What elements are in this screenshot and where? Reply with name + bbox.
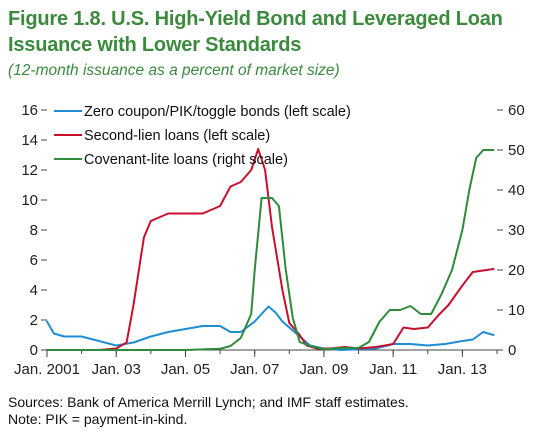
left-axis-tick-label: 10 (21, 192, 38, 209)
x-axis-tick-label: Jan. 2001 (14, 361, 80, 378)
chart-axes: 0 2 4 6 8 10 12 14 16 0 10 20 30 40 50 60 Jan. 2001 Jan. … (14, 102, 525, 378)
left-axis-tick-label: 8 (30, 222, 38, 239)
right-axis-tick-label: 20 (508, 262, 525, 279)
right-axis-tick-label: 30 (508, 222, 525, 239)
x-axis-tick-label: Jan. 07 (230, 361, 279, 378)
chart-legend: Zero coupon/PIK/toggle bonds (left scale… (54, 104, 351, 168)
x-axis-tick-label: Jan. 03 (92, 361, 141, 378)
right-axis-tick-label: 50 (508, 142, 525, 159)
series-line-covenant-lite (46, 149, 495, 351)
right-axis-tick-label: 0 (508, 342, 516, 359)
x-axis-tick-label: Jan. 11 (369, 361, 417, 378)
figure-notes: Sources: Bank of America Merrill Lynch; … (8, 394, 528, 428)
figure-title: Figure 1.8. U.S. High-Yield Bond and Lev… (8, 6, 528, 58)
legend-label-covenant-lite: Covenant-lite loans (right scale) (84, 152, 288, 168)
x-axis-tick-label: Jan. 09 (299, 361, 348, 378)
left-axis-tick-label: 6 (30, 252, 38, 269)
title-line-2: Issuance with Lower Standards (8, 34, 302, 56)
right-axis-tick-label: 60 (508, 102, 525, 119)
chart-series (46, 148, 495, 351)
legend-label-zero-coupon: Zero coupon/PIK/toggle bonds (left scale… (84, 104, 351, 120)
source-note: Sources: Bank of America Merrill Lynch; … (8, 394, 409, 410)
legend-label-second-lien: Second-lien loans (left scale) (84, 128, 270, 144)
series-line-second-lien (46, 148, 495, 351)
title-line-1: Figure 1.8. U.S. High-Yield Bond and Lev… (8, 8, 503, 30)
figure-subtitle: (12-month issuance as a percent of marke… (8, 62, 340, 79)
left-axis-tick-label: 0 (30, 342, 38, 359)
x-axis-tick-label: Jan. 13 (438, 361, 487, 378)
left-axis-tick-label: 4 (30, 282, 38, 299)
left-axis-tick-label: 12 (21, 162, 38, 179)
right-axis-tick-label: 40 (508, 182, 525, 199)
x-axis-tick-label: Jan. 05 (161, 361, 210, 378)
left-axis-tick-label: 14 (21, 132, 38, 149)
right-axis-tick-label: 10 (508, 302, 525, 319)
left-axis-tick-label: 2 (30, 312, 38, 329)
pik-note: Note: PIK = payment-in-kind. (8, 411, 188, 427)
left-axis-tick-label: 16 (21, 102, 38, 119)
